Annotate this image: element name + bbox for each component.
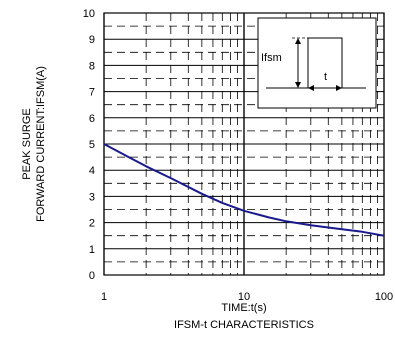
y-tick-label: 2 (89, 218, 95, 230)
inset-arrow-head (295, 82, 301, 88)
inset-box (257, 17, 377, 109)
inset-label-t: t (324, 71, 327, 83)
y-axis-label-line-2: FORWARD CURRENT:IFSM(A) (35, 66, 47, 222)
y-axis-label-line-1: PEAK SURGE (21, 108, 33, 180)
y-tick-label: 7 (89, 87, 95, 99)
inset-label-ifsm: Ifsm (261, 52, 282, 64)
inset-arrow-head (308, 85, 314, 91)
inset-diagram: Ifsm t (257, 17, 377, 109)
y-tick-label: 4 (89, 165, 95, 177)
y-tick-label: 3 (89, 191, 95, 203)
inset-pulse (307, 37, 343, 88)
y-tick-label: 10 (83, 8, 95, 20)
x-tick-label: 1 (101, 291, 107, 303)
inset-arrow-head (295, 38, 301, 44)
y-tick-label: 0 (89, 270, 95, 282)
x-tick-label: 100 (375, 291, 393, 303)
x-axis-label: TIME:t(s) (221, 302, 266, 314)
y-tick-label: 5 (89, 139, 95, 151)
series-line (103, 143, 385, 237)
y-tick-label: 9 (89, 34, 95, 46)
x-tick-label: 10 (238, 291, 250, 303)
y-tick-label: 1 (89, 244, 95, 256)
inset-arrow-head (336, 85, 342, 91)
y-tick-label: 6 (89, 113, 95, 125)
y-tick-label: 8 (89, 60, 95, 72)
chart-title: IFSM-t CHARACTERISTICS (174, 319, 314, 331)
